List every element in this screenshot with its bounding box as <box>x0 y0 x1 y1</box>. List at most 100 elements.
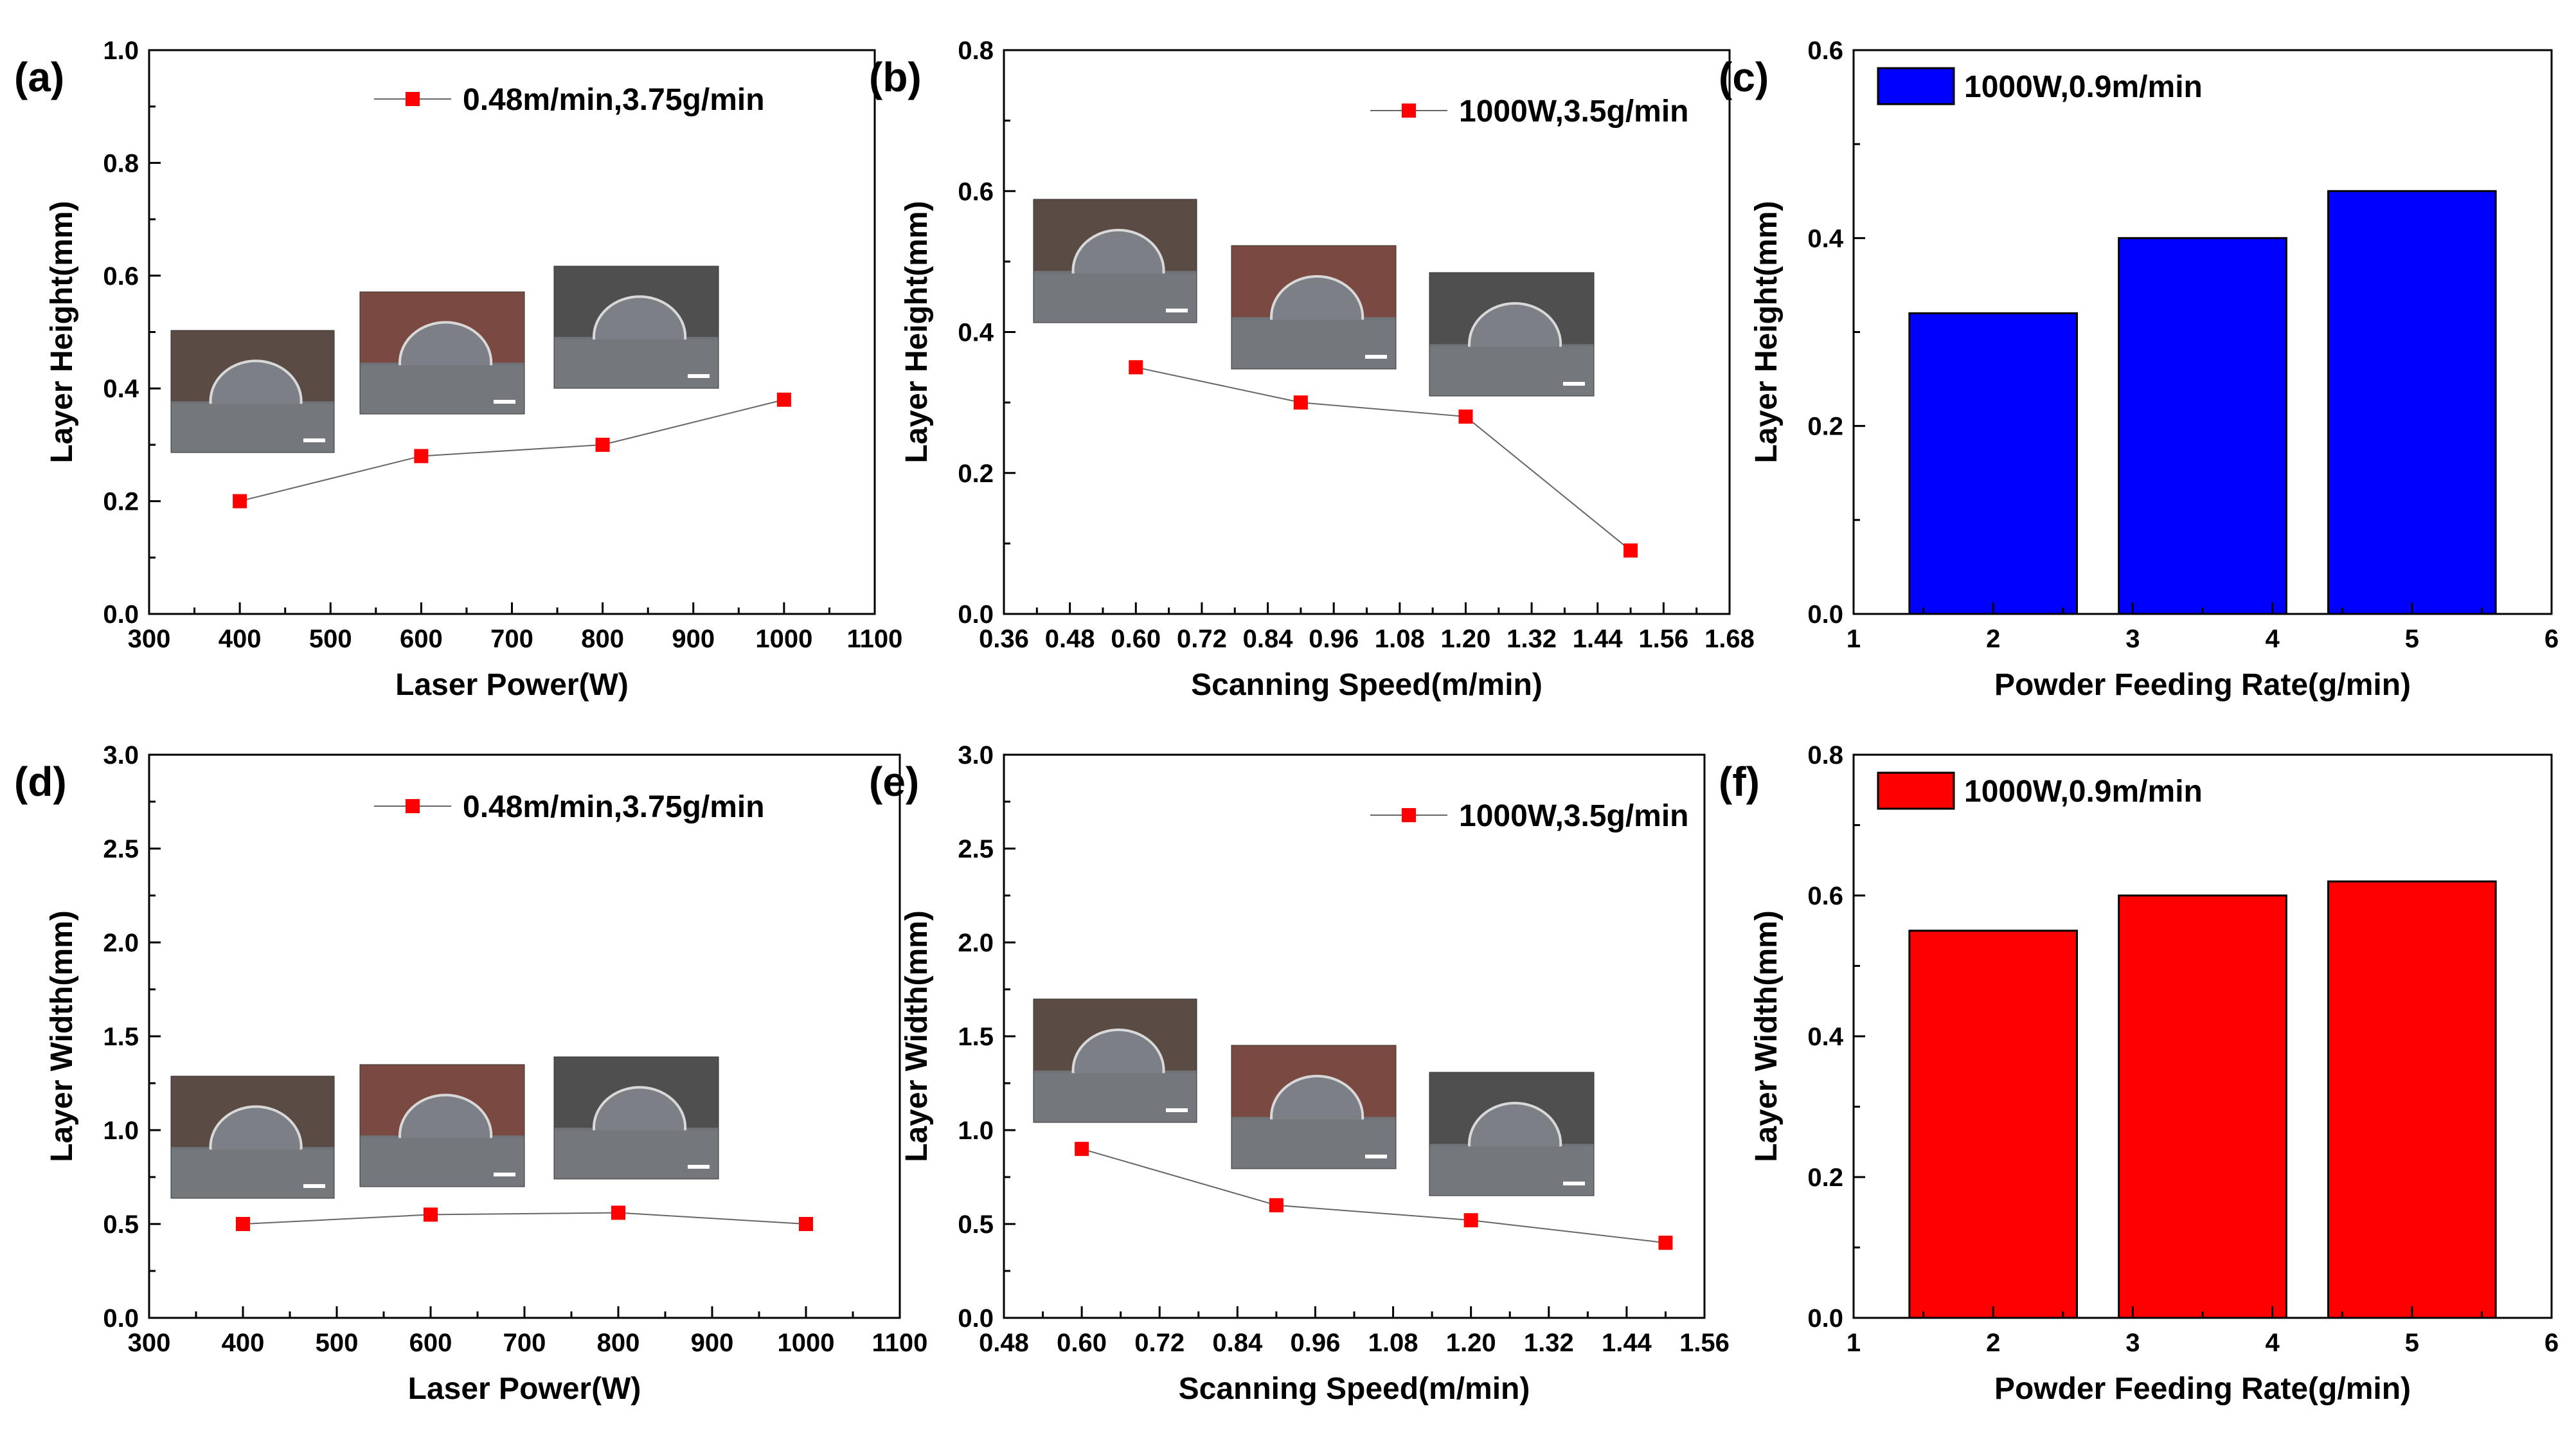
legend: 0.48m/min,3.75g/min <box>374 790 765 824</box>
legend: 0.48m/min,3.75g/min <box>374 83 765 117</box>
y-tick-label: 0.4 <box>1807 1023 1843 1051</box>
legend-label: 1000W,0.9m/min <box>1964 70 2203 104</box>
x-tick-label: 1.20 <box>1446 1329 1496 1357</box>
x-tick-label: 1 <box>1847 625 1861 653</box>
legend-label: 1000W,0.9m/min <box>1964 775 2203 809</box>
x-tick-label: 1.56 <box>1679 1329 1730 1357</box>
y-axis-title: Layer Height(mm) <box>45 201 79 463</box>
panel-label: (c) <box>1719 54 1769 100</box>
x-tick-label: 1.56 <box>1638 625 1688 653</box>
y-tick-label: 0.0 <box>1807 1304 1843 1333</box>
data-point <box>1129 360 1143 375</box>
x-tick-label: 2 <box>1986 625 2000 653</box>
bar <box>2118 237 2287 615</box>
x-axis-title: Laser Power(W) <box>395 668 629 702</box>
x-tick-label: 0.84 <box>1243 625 1294 653</box>
y-tick-label: 0.2 <box>103 488 139 516</box>
y-tick-label: 0.6 <box>958 177 994 206</box>
x-tick-label: 700 <box>490 625 533 653</box>
x-tick-label: 5 <box>2405 1329 2419 1357</box>
panel-label: (e) <box>869 759 919 805</box>
y-axis-title: Layer Width(mm) <box>1749 910 1784 1162</box>
x-tick-label: 6 <box>2545 625 2559 653</box>
y-tick-label: 1.5 <box>958 1023 994 1051</box>
micrograph-inset <box>359 291 525 415</box>
bar <box>1908 930 2079 1319</box>
y-tick-label: 2.0 <box>103 929 139 957</box>
legend-swatch <box>1877 771 1955 810</box>
data-point <box>1623 543 1638 558</box>
micrograph-inset <box>1429 272 1595 397</box>
x-axis-title: Scanning Speed(m/min) <box>1191 668 1543 702</box>
x-tick-label: 800 <box>581 625 624 653</box>
y-tick-label: 0.4 <box>103 375 139 403</box>
data-point <box>424 1207 438 1222</box>
x-tick-label: 1.08 <box>1368 1329 1418 1357</box>
y-axis-title: Layer Height(mm) <box>900 201 934 463</box>
x-tick-label: 800 <box>597 1329 640 1357</box>
y-tick-label: 0.4 <box>1807 224 1843 253</box>
x-tick-label: 300 <box>128 625 171 653</box>
series-line <box>1081 1148 1666 1244</box>
data-point <box>776 392 791 407</box>
x-tick-label: 400 <box>219 625 262 653</box>
x-tick-label: 0.48 <box>979 1329 1029 1357</box>
legend: 1000W,3.5g/min <box>1370 94 1689 129</box>
x-tick-label: 1 <box>1847 1329 1861 1357</box>
y-tick-label: 0.2 <box>958 460 994 488</box>
y-tick-label: 0.0 <box>1807 600 1843 629</box>
x-axis-title: Powder Feeding Rate(g/min) <box>1994 668 2411 702</box>
bar <box>1908 312 2079 615</box>
micrograph-inset <box>1231 245 1397 370</box>
panel-label: (b) <box>869 54 922 100</box>
series-line <box>1136 366 1631 552</box>
x-axis-title: Laser Power(W) <box>408 1372 641 1406</box>
y-tick-label: 0.0 <box>958 600 994 629</box>
y-tick-label: 1.0 <box>103 37 139 65</box>
x-tick-label: 400 <box>222 1329 265 1357</box>
data-point <box>1269 1198 1284 1212</box>
legend-marker <box>406 92 420 106</box>
y-tick-label: 2.0 <box>958 929 994 957</box>
micrograph-inset <box>170 1076 335 1199</box>
bar <box>2327 880 2497 1319</box>
data-point <box>1075 1142 1089 1156</box>
legend-marker <box>1402 104 1416 118</box>
x-tick-label: 4 <box>2265 625 2280 653</box>
x-tick-label: 1.44 <box>1602 1329 1652 1357</box>
x-tick-label: 2 <box>1986 1329 2000 1357</box>
y-tick-label: 0.0 <box>103 600 139 629</box>
x-tick-label: 3 <box>2125 1329 2140 1357</box>
x-tick-label: 0.60 <box>1111 625 1161 653</box>
x-tick-label: 0.36 <box>979 625 1029 653</box>
x-tick-label: 0.96 <box>1309 625 1359 653</box>
y-tick-label: 3.0 <box>103 741 139 770</box>
x-tick-label: 0.60 <box>1057 1329 1107 1357</box>
y-tick-label: 3.0 <box>958 741 994 770</box>
micrograph-inset <box>553 266 719 389</box>
micrograph-inset <box>170 330 335 453</box>
y-axis-title: Layer Width(mm) <box>45 910 79 1162</box>
y-tick-label: 0.2 <box>1807 1164 1843 1192</box>
chart-panel-d: 300 400 500 600 700 800 900 1000 1100 0.0 0.5 1.0 1.… <box>14 741 927 1406</box>
legend-label: 1000W,3.5g/min <box>1459 799 1689 833</box>
x-tick-label: 1.32 <box>1507 625 1557 653</box>
x-tick-label: 1000 <box>778 1329 835 1357</box>
y-axis-title: Layer Width(mm) <box>900 910 934 1162</box>
data-point <box>414 449 429 464</box>
x-tick-label: 600 <box>400 625 443 653</box>
panel-label: (d) <box>14 759 67 805</box>
data-point <box>1458 410 1473 424</box>
bar <box>2327 190 2497 615</box>
y-tick-label: 1.0 <box>958 1117 994 1145</box>
x-tick-label: 4 <box>2265 1329 2280 1357</box>
x-tick-label: 500 <box>316 1329 359 1357</box>
micrograph-inset <box>359 1064 525 1187</box>
data-point <box>1658 1236 1673 1250</box>
x-axis-title: Powder Feeding Rate(g/min) <box>1994 1372 2411 1406</box>
y-axis-title: Layer Height(mm) <box>1749 201 1784 463</box>
x-tick-label: 900 <box>672 625 715 653</box>
x-tick-label: 6 <box>2545 1329 2559 1357</box>
panel-label: (f) <box>1719 759 1760 805</box>
